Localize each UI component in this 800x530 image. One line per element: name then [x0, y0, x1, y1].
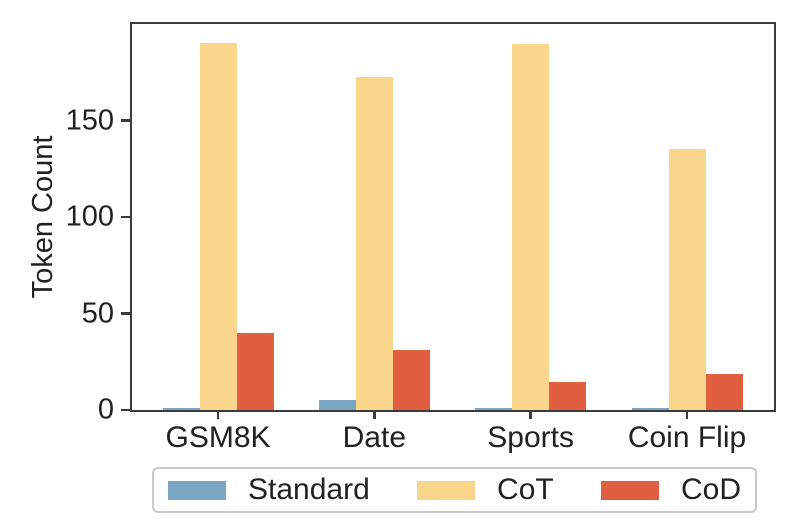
y-tick-100: [120, 215, 130, 219]
x-axis-label-date: Date: [342, 421, 407, 454]
bar-cot-date: [355, 77, 393, 410]
y-tick-0: [120, 408, 130, 412]
legend-item-standard: Standard: [168, 475, 370, 505]
legend-item-cot: CoT: [417, 475, 554, 505]
bar-cot-gsm8k: [199, 43, 237, 410]
bar-standard-date: [318, 399, 356, 410]
y-tick-50: [120, 312, 130, 315]
bar-cot-sports: [512, 44, 550, 410]
x-axis-label-sports: Sports: [487, 421, 575, 454]
legend-swatch-cot: [417, 480, 476, 500]
bar-cod-sports: [549, 382, 587, 410]
legend-label-cot: CoT: [497, 473, 554, 506]
x-tick-date: [373, 412, 376, 419]
legend-label-standard: Standard: [248, 473, 370, 506]
legend-label-cod: CoD: [680, 473, 741, 506]
x-axis-label-coin-flip: Coin Flip: [627, 421, 747, 454]
bar-cot-coin-flip: [668, 148, 706, 410]
x-tick-gsm8k: [216, 412, 220, 419]
x-tick-sports: [529, 412, 532, 419]
x-axis-label-gsm8k: GSM8K: [165, 421, 271, 454]
bar-standard-coin-flip: [631, 408, 669, 410]
bar-standard-gsm8k: [162, 407, 200, 410]
y-tick-label-0: 0: [97, 393, 114, 426]
legend-swatch-cod: [600, 480, 659, 500]
bar-cod-coin-flip: [705, 373, 743, 410]
bar-standard-sports: [475, 408, 513, 410]
y-tick-label-150: 150: [65, 104, 114, 136]
y-tick-label-100: 100: [65, 200, 114, 233]
bar-cod-gsm8k: [236, 333, 274, 410]
legend-item-cod: CoD: [600, 473, 741, 506]
legend-swatch-standard: [168, 480, 226, 500]
bar-cod-date: [392, 349, 430, 410]
x-tick-coin-flip: [685, 412, 689, 419]
y-tick-label-50: 50: [81, 297, 114, 329]
legend: Standard CoT CoD: [152, 467, 757, 513]
plot-area: 0 50 100 150 GSM8K Date Sports Coin Flip: [66, 22, 776, 454]
y-tick-150: [120, 119, 130, 122]
